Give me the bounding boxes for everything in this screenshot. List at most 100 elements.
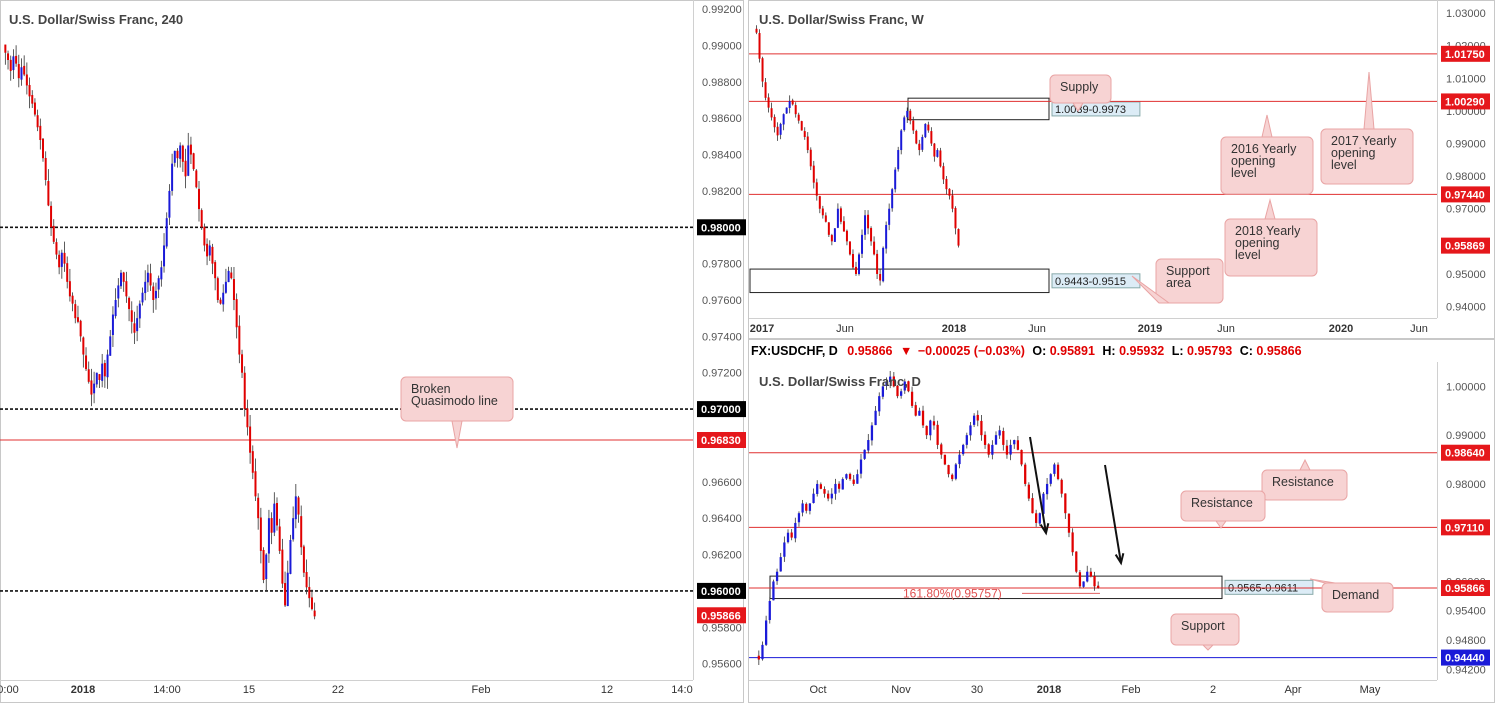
time-tick-label: May — [1360, 684, 1381, 696]
candle-body — [819, 484, 822, 489]
candle-body — [224, 281, 227, 293]
arrow-shaft — [1104, 464, 1122, 564]
candle-body — [943, 454, 947, 465]
candle-body — [824, 215, 827, 222]
price-tag — [697, 582, 746, 599]
candle-body — [133, 323, 136, 333]
candle-body — [149, 273, 152, 286]
candle-body — [187, 145, 190, 176]
candle-body — [873, 241, 876, 255]
candle-body — [859, 459, 863, 474]
candle-body — [894, 169, 897, 190]
zone-box — [749, 268, 1050, 294]
price-tag-label: 0.95866 — [701, 610, 741, 622]
candle-body — [933, 143, 936, 157]
callout-supply: Supply — [1049, 74, 1112, 112]
candle-body — [885, 225, 888, 249]
candle-body — [948, 188, 951, 196]
candle-body — [1078, 572, 1082, 587]
candle-body — [818, 196, 821, 209]
candle-body — [837, 483, 841, 489]
candle-body — [1038, 513, 1041, 524]
candle-body — [845, 474, 848, 479]
candle-body — [816, 483, 819, 494]
candle-body — [214, 262, 217, 279]
candle-body — [103, 363, 106, 377]
price-tag — [1441, 93, 1490, 110]
candle-body — [803, 131, 806, 137]
callout-pointer — [1201, 644, 1215, 651]
candle-body — [991, 444, 994, 455]
candle-body — [20, 67, 23, 80]
price-tick-label: 0.97200 — [702, 368, 742, 380]
panel-h4 — [0, 0, 744, 703]
info-c-label: C: — [1240, 344, 1253, 358]
arrow-head — [1039, 523, 1050, 536]
candle-body — [788, 101, 791, 108]
candle-body — [152, 286, 155, 300]
price-tag-label: 0.98000 — [701, 222, 741, 234]
candle-body — [821, 208, 824, 216]
candle-body — [154, 290, 157, 299]
candle-body — [954, 464, 957, 479]
callout-text: level — [1331, 158, 1357, 172]
candle-body — [302, 546, 305, 573]
candle-body — [863, 449, 866, 459]
candle-body — [168, 190, 171, 218]
price-tag-label: 0.98640 — [1445, 448, 1485, 460]
candle-body — [757, 655, 760, 660]
candle-body — [823, 489, 826, 494]
h4-chart-title: U.S. Dollar/Swiss Franc, 240 — [9, 12, 183, 27]
candle-body — [138, 303, 141, 319]
candle-body — [827, 493, 830, 499]
info-l: 0.95793 — [1187, 344, 1232, 358]
candle-body — [851, 254, 854, 268]
candle-body — [262, 549, 265, 580]
candle-body — [44, 157, 47, 180]
candle-body — [90, 380, 93, 395]
candle-body — [76, 317, 79, 322]
candle-body — [276, 503, 278, 526]
candle-body — [292, 518, 295, 540]
info-o-label: O: — [1032, 344, 1046, 358]
candle-body — [768, 600, 771, 621]
candle-body — [1031, 498, 1034, 514]
candle-body — [98, 374, 101, 380]
candle-body — [270, 518, 273, 533]
price-tag-label: 0.96000 — [701, 586, 741, 598]
candle-body — [1082, 581, 1085, 587]
callout-text: Broken — [411, 382, 451, 396]
candle-body — [939, 150, 942, 167]
time-tick-label: 2019 — [1138, 323, 1162, 335]
candle-body — [181, 145, 184, 162]
candle-body — [900, 391, 903, 396]
candle-body — [892, 376, 895, 387]
time-tick-label: 2 — [1210, 684, 1216, 696]
candle-body — [1064, 493, 1067, 514]
candle-body — [936, 424, 939, 445]
candle-body — [761, 644, 764, 660]
candle-body — [839, 208, 842, 222]
candle-body — [1049, 474, 1052, 484]
info-c: 0.95866 — [1256, 344, 1301, 358]
candle-body — [800, 121, 803, 131]
price-tick-label: 0.96400 — [702, 513, 742, 525]
candle-body — [925, 425, 928, 436]
callout-pointer — [451, 420, 463, 449]
price-tick-label: 0.95800 — [702, 622, 742, 634]
candle-body — [834, 483, 837, 494]
candle-body — [179, 145, 182, 159]
candle-body — [980, 420, 983, 436]
candle-body — [782, 114, 785, 125]
time-tick-label: Jun — [1028, 323, 1046, 335]
candle-body — [235, 299, 238, 328]
candle-body — [249, 426, 252, 453]
price-tag — [697, 219, 746, 236]
price-tag — [1441, 444, 1490, 461]
candle-body — [783, 542, 786, 557]
candle-body — [232, 279, 235, 300]
price-tick-label: 0.97000 — [1446, 204, 1486, 216]
candle-body — [259, 517, 262, 551]
candle-body — [758, 33, 761, 59]
price-tag — [1441, 519, 1490, 536]
